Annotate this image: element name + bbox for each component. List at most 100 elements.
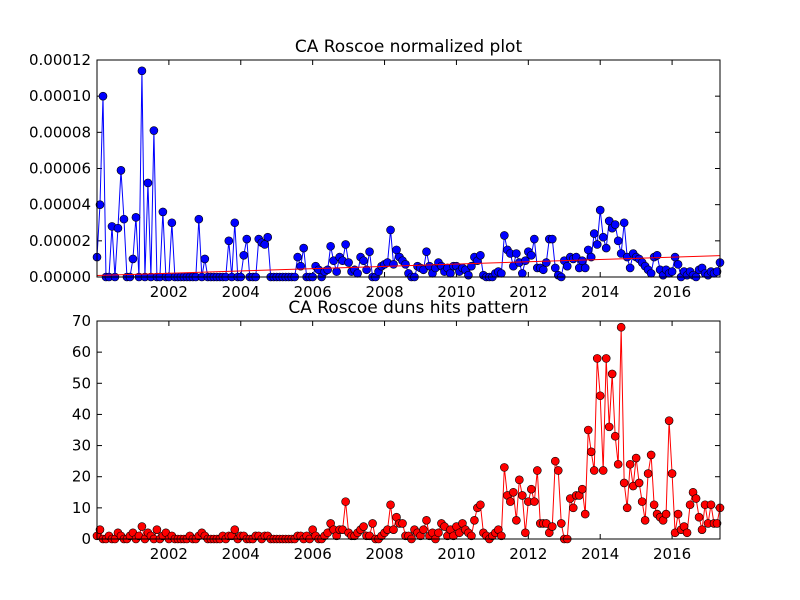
- x-tick-label: 2004: [222, 545, 260, 563]
- data-point: [637, 497, 647, 506]
- y-tick-label: 0.00006: [29, 160, 91, 178]
- data-point: [143, 178, 153, 188]
- data-point: [386, 225, 395, 235]
- data-point: [341, 497, 350, 506]
- data-point: [512, 249, 521, 258]
- data-point: [515, 475, 524, 485]
- data-point: [712, 519, 722, 528]
- data-point: [296, 261, 305, 271]
- chart-title: CA Roscoe normalized plot: [295, 37, 523, 57]
- data-point: [649, 500, 659, 510]
- data-point: [601, 243, 611, 253]
- data-point: [577, 484, 587, 494]
- data-point: [583, 245, 593, 255]
- data-point: [497, 531, 506, 541]
- data-point: [712, 267, 722, 276]
- data-point: [589, 466, 599, 475]
- data-point: [625, 263, 635, 273]
- plot-area: [97, 321, 720, 539]
- data-point: [323, 265, 332, 275]
- x-tick-label: 2010: [437, 283, 475, 301]
- data-point: [610, 220, 620, 229]
- data-point: [239, 251, 249, 260]
- data-point: [568, 503, 578, 513]
- series-line: [96, 255, 721, 277]
- data-point: [341, 240, 350, 249]
- data-point: [562, 261, 572, 271]
- y-tick-label: 0.00004: [29, 196, 91, 214]
- x-tick-label: 2006: [294, 545, 332, 563]
- data-point: [547, 234, 557, 244]
- data-point: [422, 247, 431, 256]
- data-point: [598, 466, 608, 475]
- data-point: [706, 500, 716, 510]
- data-point: [586, 447, 596, 457]
- y-tick-label: 20: [72, 468, 91, 486]
- data-point: [224, 236, 234, 246]
- data-point: [667, 469, 677, 478]
- data-point: [137, 522, 147, 531]
- data-point: [497, 269, 506, 278]
- data-point: [541, 258, 551, 267]
- data-point: [200, 254, 210, 264]
- data-point: [464, 270, 473, 280]
- data-point: [673, 509, 683, 519]
- x-tick-label: 2002: [150, 545, 188, 563]
- data-point: [580, 263, 590, 273]
- data-point: [95, 200, 105, 209]
- data-point: [526, 484, 536, 494]
- x-tick-label: 2016: [653, 545, 691, 563]
- data-point: [392, 245, 401, 255]
- data-point: [500, 463, 509, 472]
- data-point: [589, 229, 599, 238]
- data-point: [682, 528, 692, 538]
- x-tick-label: 2014: [581, 545, 619, 563]
- x-tick-label: 2014: [581, 283, 619, 301]
- data-point: [533, 466, 542, 475]
- data-point: [634, 478, 644, 488]
- y-tick-label: 50: [72, 374, 91, 392]
- data-point: [577, 256, 587, 266]
- data-point: [95, 525, 105, 534]
- data-point: [263, 232, 273, 242]
- data-point: [664, 416, 674, 425]
- data-point: [116, 166, 126, 175]
- data-point: [131, 213, 141, 222]
- data-point: [386, 500, 395, 510]
- data-point: [697, 525, 707, 534]
- data-point: [419, 525, 428, 534]
- x-tick-label: 2010: [437, 545, 475, 563]
- x-tick-label: 2002: [150, 283, 188, 301]
- data-point: [613, 459, 623, 469]
- data-point: [631, 453, 641, 463]
- data-point: [521, 256, 530, 266]
- data-point: [137, 66, 147, 76]
- data-point: [119, 214, 129, 224]
- x-tick-label: 2008: [365, 545, 403, 563]
- data-point: [434, 528, 443, 538]
- data-point: [506, 497, 515, 506]
- data-point: [98, 91, 108, 101]
- data-point: [230, 218, 240, 228]
- data-point: [149, 126, 159, 135]
- data-point: [512, 516, 521, 525]
- axes-frame: [96, 320, 721, 540]
- data-point: [158, 207, 168, 217]
- data-point: [422, 516, 431, 525]
- data-point: [113, 223, 123, 233]
- data-point: [332, 267, 341, 276]
- x-tick-label: 2006: [294, 283, 332, 301]
- data-point: [230, 525, 240, 534]
- data-point: [353, 269, 362, 278]
- data-point: [625, 459, 635, 469]
- data-point: [640, 516, 650, 525]
- x-tick-label: 2008: [365, 283, 403, 301]
- data-point: [667, 267, 677, 276]
- data-point: [622, 503, 632, 513]
- data-point: [476, 500, 485, 510]
- data-point: [556, 519, 566, 528]
- data-point: [694, 512, 704, 522]
- data-point: [553, 466, 563, 475]
- data-point: [470, 516, 479, 525]
- data-point: [547, 522, 557, 531]
